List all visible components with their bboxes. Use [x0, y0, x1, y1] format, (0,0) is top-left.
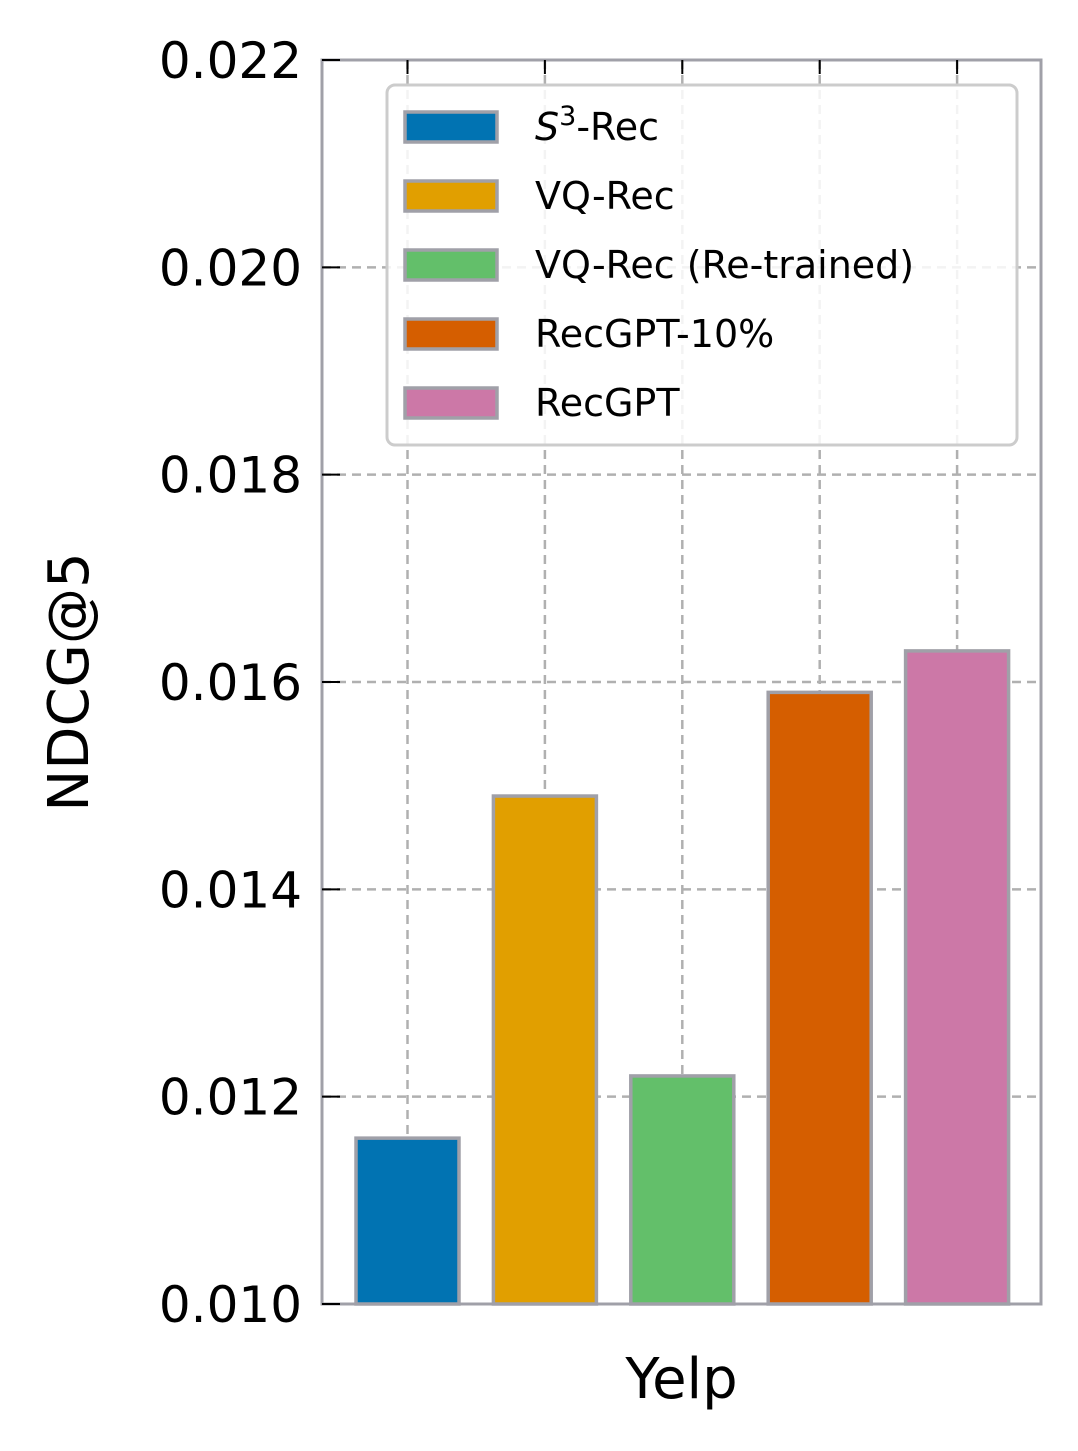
- legend-swatch: [403, 248, 499, 282]
- legend-entry: RecGPT: [535, 381, 680, 425]
- x-axis-label: Yelp: [624, 1347, 737, 1412]
- y-axis-label: NDCG@5: [37, 552, 102, 811]
- bar-recgpt-10: [766, 690, 873, 1306]
- legend-entry: VQ-Rec: [535, 174, 675, 218]
- y-tick-label: 0.014: [159, 861, 302, 919]
- legend-swatch: [403, 317, 499, 351]
- bar-vq-rec-re-trained: [629, 1074, 736, 1306]
- y-tick-label: 0.018: [159, 447, 302, 505]
- y-tick-label: 0.020: [159, 239, 302, 297]
- y-tick-label: 0.022: [159, 32, 302, 90]
- y-tick-label: 0.012: [159, 1069, 302, 1127]
- legend-swatch: [403, 110, 499, 144]
- y-tick-label: 0.010: [159, 1276, 302, 1334]
- legend: S3-Rec VQ-Rec VQ-Rec (Re-trained) RecGPT-10…: [385, 83, 1019, 447]
- bars: [354, 649, 1011, 1306]
- legend-swatch: [403, 386, 499, 420]
- legend-entry: VQ-Rec (Re-trained): [535, 243, 914, 287]
- legend-entry: S3-Rec: [535, 101, 659, 150]
- legend-swatch: [403, 179, 499, 213]
- legend-entry: RecGPT-10%: [535, 312, 774, 356]
- y-tick-label: 0.016: [159, 654, 302, 712]
- bar-vq-rec: [491, 794, 599, 1306]
- legend-box: [385, 83, 1019, 447]
- y-axis-ticks: 0.010 0.012 0.014 0.016 0.018 0.020 0.022: [159, 32, 959, 1334]
- bar-recgpt: [903, 649, 1011, 1306]
- bar-s3-rec: [354, 1136, 461, 1306]
